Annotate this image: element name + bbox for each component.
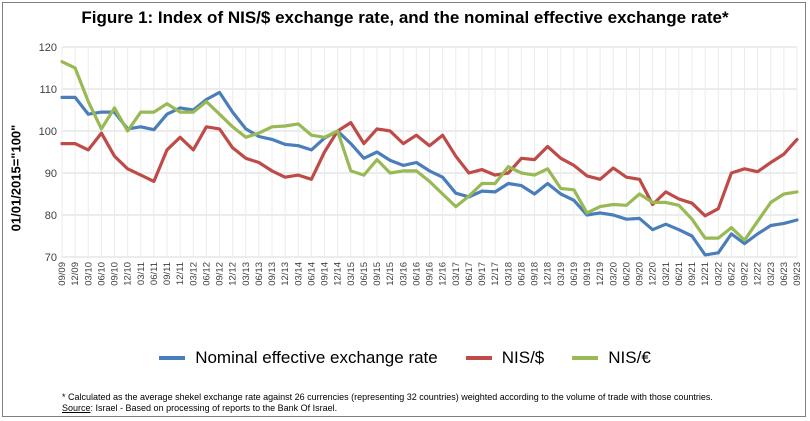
grid-lines <box>61 46 798 258</box>
source-line: Source: Israel - Based on processing of … <box>62 403 713 414</box>
x-tick-label: 03/22 <box>713 262 724 286</box>
x-tick-label: 06/16 <box>411 262 422 286</box>
y-tick-label: 110 <box>39 84 57 96</box>
x-tick-label: 09/23 <box>792 262 803 286</box>
x-tick-label: 06/21 <box>674 262 685 286</box>
x-tick-label: 03/13 <box>241 262 252 286</box>
x-tick-label: 09/19 <box>582 262 593 286</box>
y-tick-labels: 70 80 90 100 110 120 <box>39 42 57 264</box>
series-line-3 <box>60 60 799 242</box>
y-tick-label: 90 <box>45 168 57 180</box>
x-tick-label: 09/18 <box>530 262 541 286</box>
x-tick-label: 12/17 <box>490 262 501 286</box>
x-tick-label: 03/19 <box>556 262 567 286</box>
x-tick-label: 03/18 <box>503 262 514 286</box>
x-tick-label: 03/14 <box>293 262 304 286</box>
x-tick-label: 06/11 <box>149 262 160 285</box>
x-tick-label: 12/11 <box>175 262 186 285</box>
x-tick-label: 03/20 <box>608 262 619 286</box>
x-tick-label: 12/16 <box>438 262 449 286</box>
legend-label: NIS/$ <box>501 348 545 367</box>
x-tick-label: 09/15 <box>372 262 383 286</box>
x-tick-label: 06/13 <box>254 262 265 286</box>
x-tick-label: 12/09 <box>70 262 81 286</box>
x-tick-label: 06/20 <box>621 262 632 286</box>
x-tick-label: 09/13 <box>267 262 278 286</box>
series-line-2 <box>60 120 799 218</box>
legend-item-3: NIS/€ <box>572 348 651 368</box>
x-tick-label: 06/19 <box>569 262 580 286</box>
source-label: Source <box>62 403 91 413</box>
y-tick-label: 100 <box>39 126 57 138</box>
x-tick-label: 12/20 <box>648 262 659 286</box>
series-lines <box>60 60 799 257</box>
x-tick-label: 06/14 <box>306 262 317 286</box>
x-tick-label: 09/22 <box>740 262 751 286</box>
x-tick-label: 06/15 <box>359 262 370 286</box>
x-tick-label: 09/14 <box>320 262 331 286</box>
x-tick-label: 03/16 <box>398 262 409 286</box>
legend-item-2: NIS/$ <box>465 348 545 368</box>
x-tick-label: 03/21 <box>661 262 672 286</box>
x-tick-label: 09/10 <box>110 262 121 286</box>
legend: Nominal effective exchange rate NIS/$ NIS/… <box>0 348 810 368</box>
x-tick-label: 09/17 <box>477 262 488 286</box>
x-tick-label: 12/21 <box>700 262 711 286</box>
x-tick-label: 12/12 <box>228 262 239 286</box>
x-tick-label: 09/12 <box>215 262 226 286</box>
legend-label: NIS/€ <box>608 348 651 367</box>
x-tick-labels: 09/09 12/09 03/10 06/10 09/10 12/10 03/11 06/11… <box>57 262 803 286</box>
x-tick-label: 12/14 <box>333 262 344 286</box>
x-tick-label: 12/15 <box>385 262 396 286</box>
x-tick-label: 09/21 <box>687 262 698 286</box>
x-tick-label: 03/12 <box>188 262 199 286</box>
legend-swatch <box>465 356 492 360</box>
x-tick-label: 09/16 <box>425 262 436 286</box>
x-tick-label: 03/11 <box>136 262 147 285</box>
series-line-1 <box>60 90 799 257</box>
x-tick-label: 06/22 <box>726 262 737 286</box>
x-tick-label: 12/13 <box>280 262 291 286</box>
y-tick-label: 70 <box>45 252 57 264</box>
x-tick-label: 06/17 <box>464 262 475 286</box>
x-tick-label: 09/09 <box>57 262 68 286</box>
footnote-text: * Calculated as the average shekel excha… <box>62 392 713 402</box>
legend-swatch <box>159 356 186 360</box>
x-tick-label: 03/10 <box>83 262 94 286</box>
x-tick-label: 03/17 <box>451 262 462 286</box>
x-tick-label: 12/10 <box>123 262 134 286</box>
source-text: : Israel - Based on processing of report… <box>90 403 338 413</box>
x-tick-label: 09/11 <box>162 262 173 285</box>
legend-item-1: Nominal effective exchange rate <box>159 348 438 368</box>
x-tick-label: 12/18 <box>543 262 554 286</box>
x-tick-label: 12/22 <box>753 262 764 286</box>
x-tick-label: 06/10 <box>96 262 107 286</box>
footnote: * Calculated as the average shekel excha… <box>62 392 713 414</box>
y-tick-label: 80 <box>45 210 57 222</box>
legend-label: Nominal effective exchange rate <box>195 348 438 367</box>
x-tick-label: 09/20 <box>635 262 646 286</box>
x-tick-label: 06/18 <box>516 262 527 286</box>
x-tick-label: 03/15 <box>346 262 357 286</box>
x-tick-label: 12/19 <box>595 262 606 286</box>
x-tick-label: 06/12 <box>201 262 212 286</box>
x-tick-label: 06/23 <box>779 262 790 286</box>
legend-swatch <box>572 356 599 360</box>
x-tick-label: 03/23 <box>766 262 777 286</box>
figure-frame <box>2 2 806 417</box>
y-tick-label: 120 <box>39 42 57 54</box>
chart-title: Figure 1: Index of NIS/$ exchange rate, … <box>81 8 729 27</box>
